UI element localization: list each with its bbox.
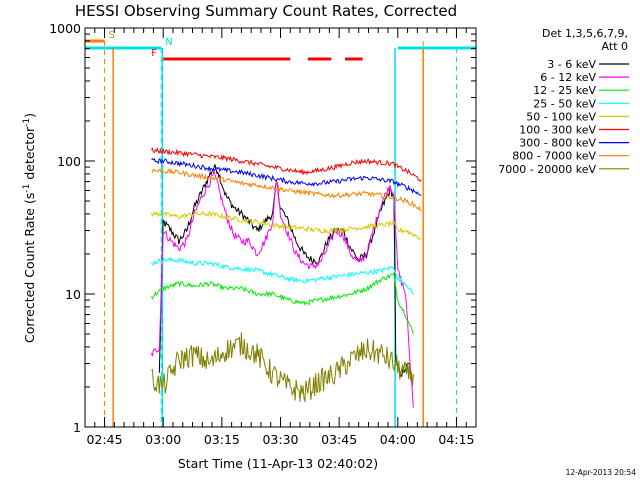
series-line-6 [151,147,422,182]
series-line-5 [151,210,422,240]
flag-F-label: F [151,48,157,59]
timestamp-stamp: 12-Apr-2013 20:54 [566,468,637,477]
axis-layer: 02:45 03:00 03:15 03:30 03:45 04:00 04:15 1 10 10… [49,21,477,447]
x-tick-label: 04:15 [438,432,474,447]
legend-label-3: 12 - 25 keV [533,84,596,97]
series-line-9 [151,332,414,402]
y-tick-label: 1 [73,420,81,435]
series-line-2 [151,169,414,408]
x-axis-label: Start Time (11-Apr-13 02:40:02) [178,456,378,471]
legend-header-attenuator: Att 0 [602,40,628,53]
flags-layer: S NF [85,30,476,427]
flag-N-label: N [165,37,172,48]
flag-S-label: S [109,30,115,41]
y-tick-label: 1000 [49,21,81,36]
legend-label-6: 100 - 300 keV [519,124,596,137]
series-line-1 [158,164,410,378]
legend-label-5: 50 - 100 keV [526,110,596,123]
legend-header-detectors: Det 1,3,5,6,7,9, [542,27,628,40]
chart-title: HESSI Observing Summary Count Rates, Cor… [75,2,457,20]
legend-label-7: 300 - 800 keV [519,137,596,150]
series-line-4 [151,256,414,295]
x-tick-label: 03:30 [262,432,298,447]
x-tick-label: 04:00 [380,432,416,447]
y-tick-label: 10 [65,287,81,302]
x-tick-label: 02:45 [87,432,123,447]
plot-frame [84,27,477,428]
series-layer [151,147,422,408]
series-line-8 [151,167,422,212]
legend-label-8: 800 - 7000 keV [512,150,596,163]
legend-label-1: 3 - 6 keV [547,58,596,71]
y-tick-label: 100 [57,154,81,169]
legend-label-2: 6 - 12 keV [540,71,596,84]
legend-label-9: 7000 - 20000 keV [498,163,596,176]
series-line-3 [151,272,414,335]
series-line-7 [151,157,422,196]
x-tick-label: 03:45 [321,432,357,447]
x-tick-label: 03:15 [204,432,240,447]
y-axis-label: Corrected Count Rate (s-1 detector-1) [22,113,37,343]
legend-label-4: 25 - 50 keV [533,97,596,110]
x-tick-label: 03:00 [145,432,181,447]
